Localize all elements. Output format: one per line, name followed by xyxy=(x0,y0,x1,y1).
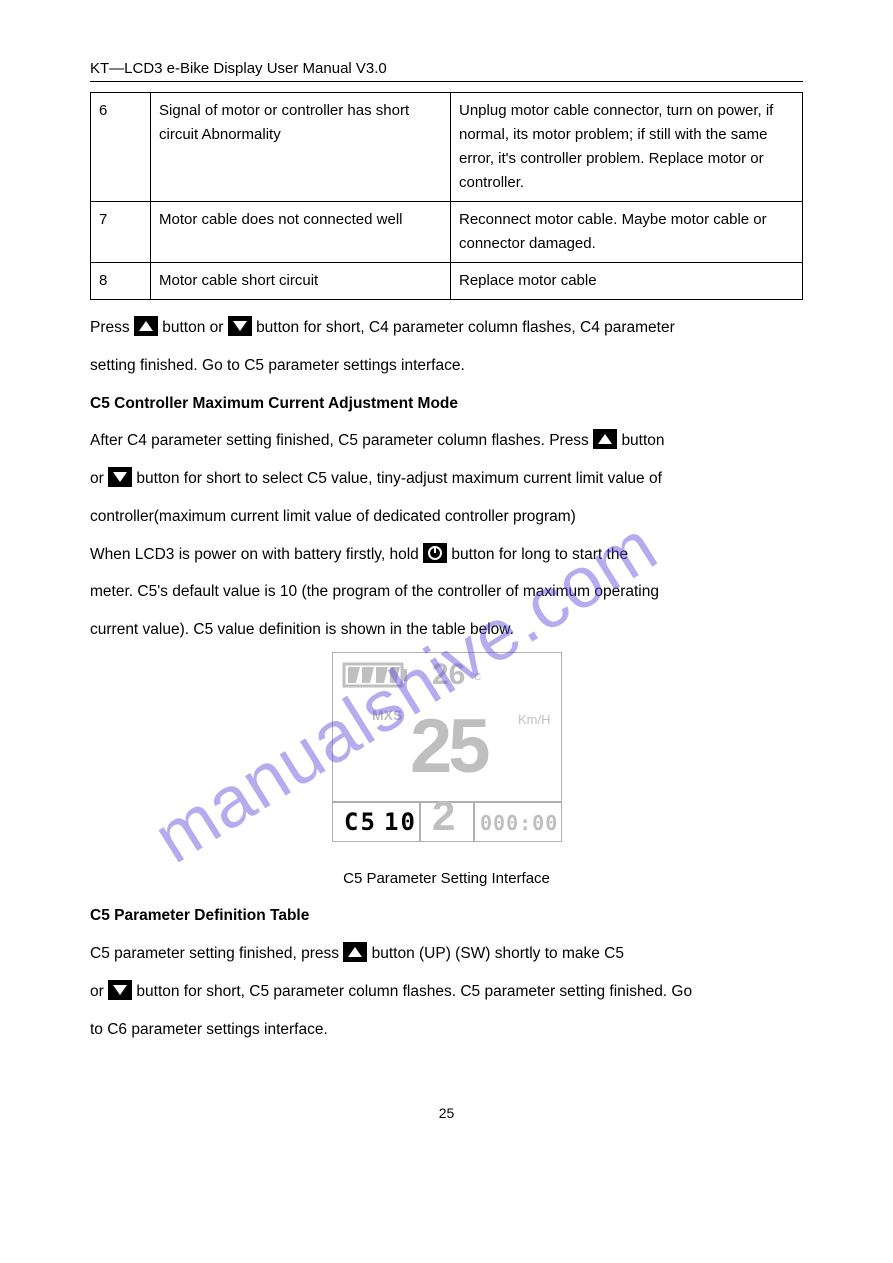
doc-header: KT—LCD3 e-Bike Display User Manual V3.0 xyxy=(90,60,803,77)
para: When LCD3 is power on with battery first… xyxy=(90,539,803,571)
text: or xyxy=(90,470,108,487)
para: controller(maximum current limit value o… xyxy=(90,501,803,533)
para: meter. C5's default value is 10 (the pro… xyxy=(90,576,803,608)
lcd-speed: 25 xyxy=(410,704,489,789)
lcd-c5-val: 10 xyxy=(384,808,417,836)
cell-solution: Unplug motor cable connector, turn on po… xyxy=(451,93,803,202)
cell-problem: Motor cable short circuit xyxy=(151,263,451,300)
text: After C4 parameter setting finished, C5 … xyxy=(90,432,593,449)
text: C5 parameter setting finished, press xyxy=(90,945,343,962)
text: button xyxy=(621,432,664,449)
up-arrow-icon xyxy=(134,316,158,336)
cell-code: 8 xyxy=(91,263,151,300)
lcd-time: 000:00 xyxy=(480,811,558,835)
para: setting finished. Go to C5 parameter set… xyxy=(90,350,803,382)
cell-code: 6 xyxy=(91,93,151,202)
para: After C4 parameter setting finished, C5 … xyxy=(90,425,803,457)
lcd-temp: 26 xyxy=(432,658,465,691)
table-row: 8 Motor cable short circuit Replace moto… xyxy=(91,263,803,300)
para: or button for short, C5 parameter column… xyxy=(90,976,803,1008)
lcd-caption: C5 Parameter Setting Interface xyxy=(90,864,803,895)
text: or xyxy=(90,983,108,1000)
cell-problem: Signal of motor or controller has short … xyxy=(151,93,451,202)
text: button for long to start the xyxy=(451,546,628,563)
page-number: 25 xyxy=(90,1105,803,1121)
down-arrow-icon xyxy=(228,316,252,336)
para: Press button or button for short, C4 par… xyxy=(90,312,803,344)
body-text: Press button or button for short, C4 par… xyxy=(90,312,803,1045)
up-arrow-icon xyxy=(343,942,367,962)
lcd-svg: 26 °C MXS 25 Km/H 2 C5 10 000:00 xyxy=(332,652,562,842)
cell-solution: Replace motor cable xyxy=(451,263,803,300)
text: button (UP) (SW) shortly to make C5 xyxy=(372,945,624,962)
para: current value). C5 value definition is s… xyxy=(90,614,803,646)
lcd-mxs: MXS xyxy=(372,707,402,723)
text: button for short, C5 parameter column fl… xyxy=(136,983,692,1000)
lcd-display: 26 °C MXS 25 Km/H 2 C5 10 000:00 xyxy=(90,652,803,854)
text: Press xyxy=(90,319,134,336)
power-icon xyxy=(423,543,447,563)
c5-table-heading: C5 Parameter Definition Table xyxy=(90,900,803,932)
page: manualshive.com KT—LCD3 e-Bike Display U… xyxy=(0,0,893,1181)
para: to C6 parameter settings interface. xyxy=(90,1014,803,1046)
text: button for short, C4 parameter column fl… xyxy=(256,319,675,336)
text: button or xyxy=(162,319,228,336)
up-arrow-icon xyxy=(593,429,617,449)
table-row: 6 Signal of motor or controller has shor… xyxy=(91,93,803,202)
table-row: 7 Motor cable does not connected well Re… xyxy=(91,202,803,263)
lcd-temp-unit: °C xyxy=(470,672,481,683)
para: C5 parameter setting finished, press but… xyxy=(90,938,803,970)
lcd-gear: 2 xyxy=(432,792,455,839)
cell-problem: Motor cable does not connected well xyxy=(151,202,451,263)
c4-error-table: 6 Signal of motor or controller has shor… xyxy=(90,92,803,300)
down-arrow-icon xyxy=(108,980,132,1000)
cell-code: 7 xyxy=(91,202,151,263)
header-rule xyxy=(90,81,803,82)
cell-solution: Reconnect motor cable. Maybe motor cable… xyxy=(451,202,803,263)
para: or button for short to select C5 value, … xyxy=(90,463,803,495)
lcd-c5: C5 xyxy=(344,808,377,836)
down-arrow-icon xyxy=(108,467,132,487)
text: button for short to select C5 value, tin… xyxy=(136,470,662,487)
c5-heading: C5 Controller Maximum Current Adjustment… xyxy=(90,388,803,420)
text: When LCD3 is power on with battery first… xyxy=(90,546,423,563)
lcd-unit: Km/H xyxy=(518,712,551,727)
